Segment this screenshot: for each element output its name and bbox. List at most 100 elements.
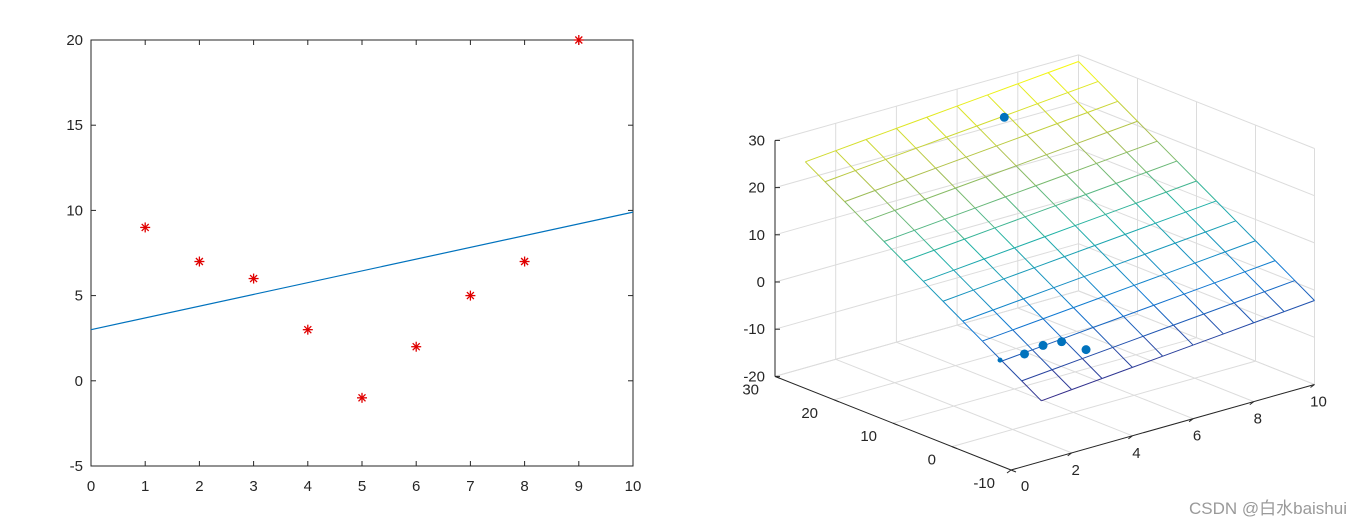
mesh-segment (855, 170, 876, 191)
mesh-segment (1012, 329, 1033, 351)
mesh-segment (1035, 185, 1056, 207)
mesh-segment (1142, 324, 1174, 337)
mesh-segment (1164, 273, 1185, 295)
mesh-segment (964, 227, 995, 240)
x-tick-mark-3d (1188, 418, 1194, 423)
mesh-segment (894, 198, 926, 211)
y-tick-mark-3d (951, 446, 958, 450)
y-tick-label: -5 (70, 458, 83, 475)
data-point-3d (1038, 340, 1048, 350)
mesh-segment (1233, 291, 1265, 304)
mesh-segment (1203, 302, 1235, 315)
mesh-segment (1135, 202, 1156, 224)
mesh-segment (883, 229, 915, 242)
mesh-segment (1042, 307, 1074, 320)
z-tick-label-3d: 10 (748, 227, 765, 244)
mesh-segment (1082, 346, 1113, 360)
mesh-segment (1006, 103, 1038, 116)
x-tick-mark-3d (1128, 435, 1133, 440)
mesh-segment (994, 216, 1026, 229)
mesh-segment (1065, 174, 1087, 195)
mesh-segment (1076, 143, 1097, 164)
x-tick-label: 7 (466, 478, 474, 495)
mesh-segment (953, 269, 974, 291)
mesh-segment (962, 320, 983, 342)
mesh-segment (933, 249, 955, 271)
mesh-segment (1017, 83, 1038, 105)
mesh-segment (946, 125, 977, 138)
mesh-segment (973, 289, 994, 311)
mesh-segment (1085, 182, 1117, 195)
mesh-segment (804, 161, 826, 183)
mesh-segment (974, 207, 996, 229)
x-tick-label-3d: 10 (1310, 394, 1327, 411)
y-tick-label: 5 (75, 288, 83, 305)
mesh-segment (924, 198, 946, 220)
mesh-segment (956, 94, 988, 107)
mesh-segment (1047, 72, 1069, 93)
mesh-segment (1103, 284, 1135, 297)
mesh-segment (835, 150, 856, 171)
mesh-segment (1014, 236, 1045, 249)
mesh-segment (1133, 273, 1165, 286)
mesh-segment (944, 218, 965, 240)
mesh-segment (1055, 194, 1086, 207)
y-tick-label-3d: 0 (928, 452, 936, 469)
right-wall-grid-z (1078, 243, 1315, 338)
mesh-segment (926, 116, 947, 138)
mesh-segment (896, 116, 927, 129)
mesh-segment (874, 178, 906, 191)
mesh-segment (1155, 211, 1186, 224)
mesh-segment (955, 187, 976, 209)
back-wall-grid-z (774, 54, 1079, 141)
mesh-segment (1153, 293, 1185, 306)
y-tick-label-3d: -10 (973, 475, 995, 492)
mesh-segment (1135, 191, 1167, 204)
mesh-segment (1023, 287, 1054, 300)
mesh-segment (1046, 143, 1077, 156)
z-tick-label-3d: 20 (748, 180, 765, 197)
mesh-segment (1173, 324, 1194, 346)
mesh-segment (1067, 92, 1088, 113)
x-tick-label: 8 (520, 478, 528, 495)
mesh-segment (956, 105, 978, 127)
mesh-segment (1196, 180, 1217, 202)
fit-line-layer (90, 211, 634, 331)
x-tick-label-3d: 6 (1193, 428, 1201, 445)
mesh-segment (1046, 154, 1067, 175)
mesh-segment (1097, 81, 1119, 102)
mesh-segment (996, 145, 1017, 167)
mesh-segment (1005, 185, 1036, 198)
mesh-segment (1014, 247, 1035, 269)
mesh-segment (1032, 349, 1053, 371)
mesh-segment (1185, 200, 1217, 213)
x-tick-label: 10 (625, 478, 642, 495)
mesh-segment (1274, 260, 1296, 281)
mesh-segment (1214, 282, 1235, 304)
x-tick-mark-3d (1006, 469, 1012, 474)
mesh-segment (1235, 220, 1256, 242)
mesh-segment (1026, 123, 1058, 136)
mesh-segment (1165, 191, 1187, 213)
y-tick-mark-3d (1010, 469, 1017, 473)
mesh-segment (1124, 222, 1156, 235)
x-tick-label: 4 (304, 478, 312, 495)
mesh-segment (1076, 131, 1108, 145)
mesh-segment (855, 158, 886, 172)
z-tick-label-3d: 30 (748, 132, 765, 149)
y-tick-label-3d: 30 (742, 381, 759, 398)
mesh-segment (883, 241, 905, 262)
mesh-segment (824, 181, 846, 203)
mesh-segment (1024, 205, 1056, 218)
mesh-segment (1024, 216, 1046, 238)
mesh-segment (981, 340, 1003, 362)
mesh-segment (1055, 205, 1076, 226)
mesh-segment (1001, 360, 1023, 382)
right-wall-grid-z (1078, 54, 1315, 149)
mesh-segment (894, 210, 915, 231)
mesh-segment (914, 229, 935, 251)
mesh-segment (1037, 103, 1058, 124)
mesh-segment (962, 309, 994, 322)
axis-lines (774, 139, 1315, 474)
